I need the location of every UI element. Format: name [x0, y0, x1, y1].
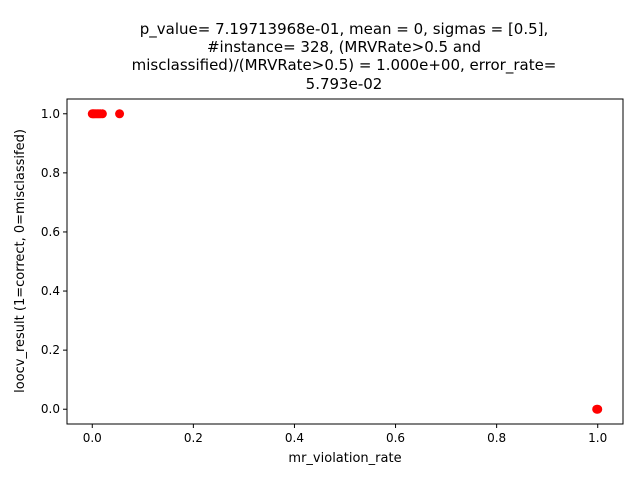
points-layer — [87, 109, 603, 414]
y-axis-label: loocv_result (1=correct, 0=misclassifed) — [13, 129, 28, 393]
y-tick-label: 0.8 — [41, 166, 60, 180]
y-tick-label: 0.0 — [41, 402, 60, 416]
data-point — [97, 109, 107, 119]
data-point — [115, 109, 125, 119]
y-tick-label: 0.4 — [41, 284, 60, 298]
chart-title-line-4: 5.793e-02 — [306, 75, 383, 93]
ticks-layer: 0.0 0.2 0.4 0.6 0.8 1.0 0.0 0.2 0.4 0.6 0.8 1.0 — [41, 107, 607, 445]
x-axis-label: mr_violation_rate — [288, 451, 401, 466]
x-tick-label: 1.0 — [588, 431, 607, 445]
chart-title-line-2: #instance= 328, (MRVRate>0.5 and — [207, 38, 481, 56]
y-tick-label: 0.6 — [41, 225, 60, 239]
x-tick-label: 0.0 — [83, 431, 102, 445]
data-point — [592, 404, 602, 414]
chart-title-line-3: misclassified)/(MRVRate>0.5) = 1.000e+00… — [132, 56, 557, 75]
y-tick-label: 0.2 — [41, 343, 60, 357]
x-tick-label: 0.6 — [386, 431, 405, 445]
plot-frame — [66, 98, 624, 425]
x-tick-label: 0.4 — [285, 431, 304, 445]
chart-title-line-1: p_value= 7.19713968e-01, mean = 0, sigma… — [140, 20, 549, 39]
y-tick-label: 1.0 — [41, 107, 60, 121]
x-tick-label: 0.8 — [487, 431, 506, 445]
x-tick-label: 0.2 — [184, 431, 203, 445]
